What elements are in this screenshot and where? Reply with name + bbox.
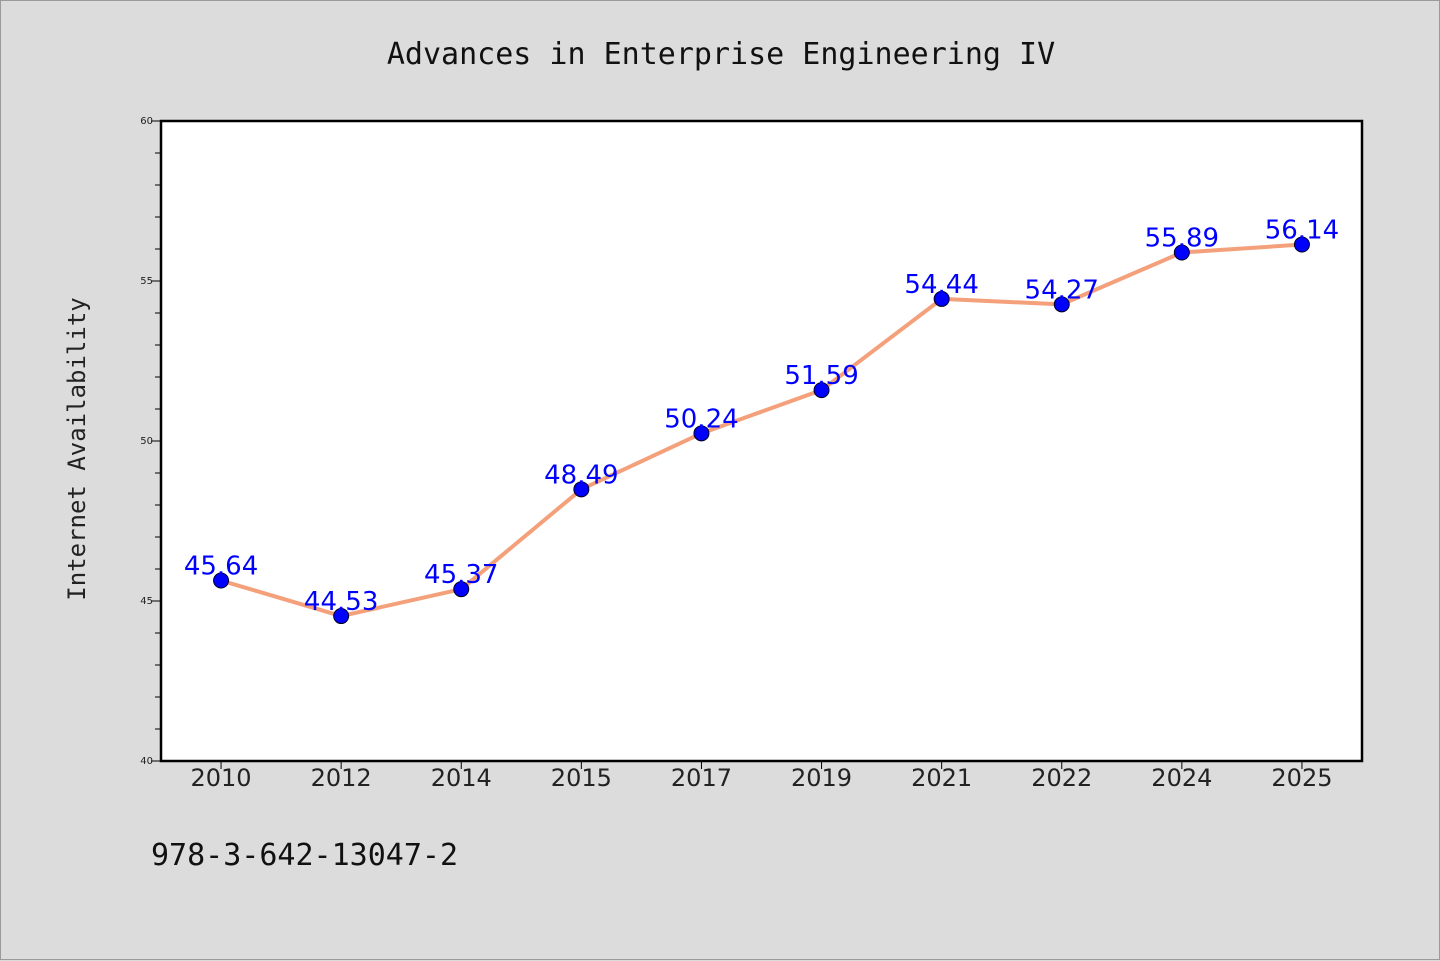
chart-title: Advances in Enterprise Engineering IV [387,37,1055,72]
data-point [813,382,830,399]
data-label: 54.44 [904,270,978,300]
x-tick-label: 2019 [791,764,852,792]
data-point [1173,244,1190,261]
y-tick-label: 55 [140,276,153,287]
plot-area [159,119,1364,763]
x-tick-label: 2010 [191,764,252,792]
data-point [333,608,350,625]
x-tick-label: 2022 [1031,764,1092,792]
series-markers [213,236,1310,625]
x-axis: 2010 2012 2014 2015 2017 2019 2021 2022 2024 2025 [191,761,1332,792]
x-tick-label: 2015 [551,764,612,792]
series-line [220,242,1303,619]
data-label: 45.64 [184,552,258,582]
x-tick-label: 2025 [1271,764,1332,792]
x-tick-label: 2012 [311,764,372,792]
data-label: 55.89 [1145,224,1219,254]
y-tick-label: 60 [140,116,153,127]
data-labels: 45.64 44.53 45.37 48.49 50.24 51.59 54.44 54.27… [184,216,1339,618]
x-tick-label: 2024 [1151,764,1212,792]
data-label: 51.59 [784,361,858,391]
y-axis-label: Internet Availability [63,297,91,600]
data-label: 50.24 [664,404,738,434]
data-label: 54.27 [1025,275,1099,305]
data-label: 44.53 [304,587,378,617]
data-point [213,572,230,589]
data-label: 56.14 [1265,216,1339,246]
y-axis: 40 45 50 55 60 [140,116,161,767]
x-tick-label: 2017 [671,764,732,792]
data-point [573,481,590,498]
data-label: 45.37 [424,560,498,590]
y-tick-label: 45 [140,596,153,607]
x-tick-label: 2014 [431,764,492,792]
data-point [453,581,470,598]
data-point [693,425,710,442]
y-tick-label: 40 [140,756,153,767]
x-tick-label: 2021 [911,764,972,792]
data-point [1053,296,1070,313]
y-tick-label: 50 [140,436,153,447]
data-point [933,290,950,307]
data-label: 48.49 [544,460,618,490]
data-point [1293,236,1310,253]
isbn-text: 978-3-642-13047-2 [151,838,458,873]
